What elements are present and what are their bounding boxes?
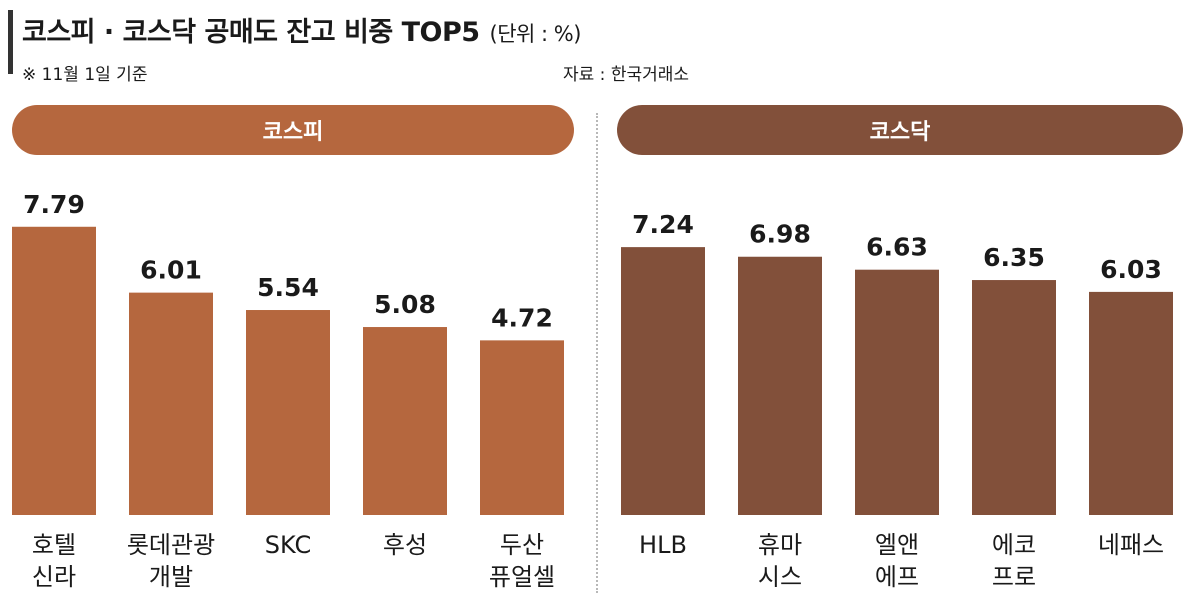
kospi-panel-header: 코스피 [12, 105, 574, 155]
category-label: 에프 [875, 563, 919, 591]
category-label: 후성 [383, 531, 427, 559]
category-label: 두산 [500, 531, 544, 559]
category-label: 퓨얼셀 [489, 563, 555, 591]
bar-value-label: 6.98 [749, 220, 811, 249]
bar-value-label: 6.35 [983, 243, 1045, 272]
bar-value-label: 7.79 [23, 190, 85, 219]
category-label: 프로 [992, 563, 1036, 591]
category-label: SKC [265, 531, 311, 559]
bar [621, 247, 705, 515]
bar-value-label: 6.63 [866, 233, 928, 262]
bar [363, 327, 447, 515]
bar [480, 340, 564, 515]
source-note: 자료 : 한국거래소 [563, 65, 690, 85]
bar [12, 226, 96, 515]
bar-value-label: 5.54 [257, 273, 319, 302]
unit-label: (단위 : %) [489, 22, 582, 46]
category-label: 호텔 [32, 531, 76, 559]
bar-value-label: 5.08 [374, 290, 436, 319]
bar-value-label: 7.24 [632, 210, 694, 239]
kosdaq-panel-header: 코스닥 [617, 105, 1183, 155]
category-label: HLB [639, 531, 687, 559]
panel-divider [596, 113, 598, 593]
title-accent-bar [8, 10, 13, 74]
category-label: 휴마 [758, 531, 802, 559]
category-label: 시스 [758, 563, 802, 591]
category-label: 개발 [149, 563, 193, 591]
bar-value-label: 6.01 [140, 256, 202, 285]
date-note: ※ 11월 1일 기준 [22, 65, 148, 85]
bar [972, 280, 1056, 515]
chart-title: 코스피 · 코스닥 공매도 잔고 비중 TOP5 (단위 : %) [22, 10, 581, 49]
category-label: 롯데관광 [127, 531, 215, 559]
bar [246, 310, 330, 515]
bar [855, 269, 939, 515]
bar [129, 292, 213, 515]
category-label: 에코 [992, 531, 1036, 559]
bar-value-label: 4.72 [491, 303, 553, 332]
bar [1089, 291, 1173, 515]
bar-value-label: 6.03 [1100, 255, 1162, 284]
chart-title-text: 코스피 · 코스닥 공매도 잔고 비중 TOP5 [22, 17, 480, 48]
category-label: 엘앤 [875, 531, 919, 559]
category-label: 신라 [32, 563, 76, 591]
category-label: 네패스 [1098, 531, 1164, 559]
bar [738, 256, 822, 515]
